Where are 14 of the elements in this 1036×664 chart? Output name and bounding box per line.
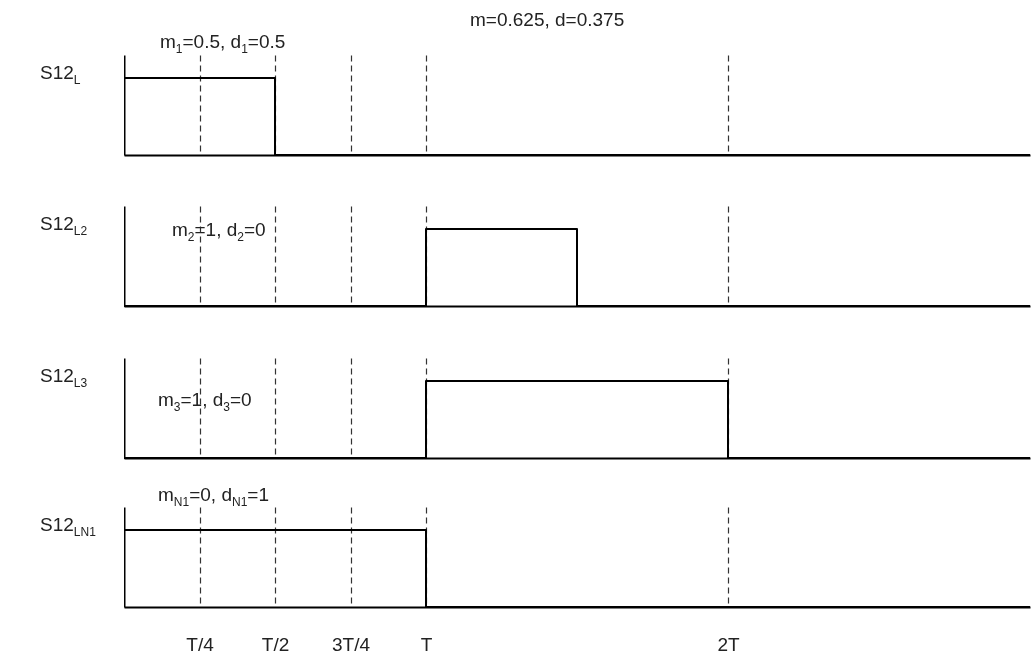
text: m$_{1}$=0.5, d$_{1}$=0.5: [160, 31, 286, 56]
x-tick-label: T/4: [186, 633, 215, 655]
x-tick-label: 3T/4: [331, 633, 371, 655]
y-axis-title: S12$_{L2}$: [40, 213, 88, 238]
text: m$_{N1}$=0, d$_{N1}$=1: [158, 484, 269, 509]
text: m=0.625, d=0.375: [470, 9, 625, 30]
x-tick-label: T/2: [261, 633, 290, 655]
annotation: m$_{2}$=1, d$_{2}$=0: [172, 219, 266, 244]
y-axis-title: S12$_{L}$: [40, 62, 81, 87]
x-tick-label: 2T: [717, 633, 740, 655]
x-tick-label: T: [420, 633, 433, 655]
y-axis-title: S12$_{L3}$: [40, 365, 88, 390]
annotation: m$_{3}$=1, d$_{3}$=0: [158, 389, 252, 414]
y-axis-title: S12$_{LN1}$: [40, 514, 96, 539]
